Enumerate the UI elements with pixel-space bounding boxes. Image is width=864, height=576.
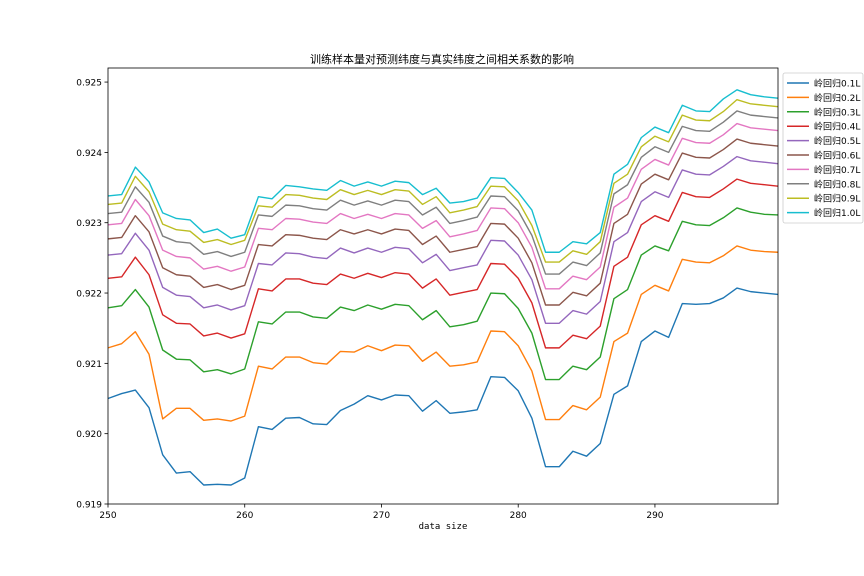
x-tick-label-3: 280 [510, 511, 527, 521]
series-line-3 [107, 178, 779, 349]
series-line-2 [107, 207, 779, 381]
legend-label-3: 岭回归0.4L [814, 121, 860, 133]
legend-label-1: 岭回归0.2L [814, 92, 860, 104]
x-tick-label-4: 290 [646, 511, 663, 521]
legend-label-5: 岭回归0.6L [814, 150, 860, 162]
y-tick-label-5: 0.924 [76, 149, 102, 159]
legend-label-9: 岭回归1.0L [814, 207, 860, 219]
y-tick-label-3: 0.922 [76, 290, 102, 300]
y-tick-label-0: 0.919 [76, 501, 102, 511]
y-tick-label-1: 0.920 [76, 430, 102, 440]
x-tick-label-2: 270 [373, 511, 390, 521]
legend: 岭回归0.1L 岭回归0.2L 岭回归0.3L 岭回归0.4L 岭回归0.5L 岭回归0.… [782, 72, 864, 224]
legend-label-0: 岭回归0.1L [814, 78, 860, 90]
x-axis-label: data size [419, 522, 468, 532]
y-axis: 0.919 0.920 0.921 0.922 0.923 0.924 0.925 [76, 79, 108, 511]
series-line-6 [107, 122, 779, 290]
series-line-9 [107, 89, 779, 253]
x-tick-label-0: 250 [99, 511, 116, 521]
series-line-1 [107, 245, 779, 422]
x-tick-label-1: 260 [236, 511, 253, 521]
chart-title: 训练样本量对预测纬度与真实纬度之间相关系数的影响 [310, 52, 574, 66]
legend-label-6: 岭回归0.7L [814, 164, 860, 176]
y-tick-label-4: 0.923 [76, 219, 102, 229]
series-line-0 [107, 287, 779, 486]
legend-box [782, 72, 864, 224]
legend-label-4: 岭回归0.5L [814, 135, 860, 147]
y-tick-label-2: 0.921 [76, 360, 102, 370]
y-tick-label-6: 0.925 [76, 79, 102, 89]
series-line-7 [107, 110, 779, 275]
series-line-8 [107, 98, 779, 263]
x-axis: 250 260 270 280 290 [99, 504, 664, 521]
series-line-5 [107, 138, 779, 306]
plot-series-group [107, 89, 779, 486]
legend-label-8: 岭回归0.9L [814, 193, 860, 205]
legend-label-7: 岭回归0.8L [814, 178, 860, 190]
legend-label-2: 岭回归0.3L [814, 106, 860, 118]
series-line-4 [107, 155, 779, 324]
plot-area-frame [107, 67, 779, 505]
